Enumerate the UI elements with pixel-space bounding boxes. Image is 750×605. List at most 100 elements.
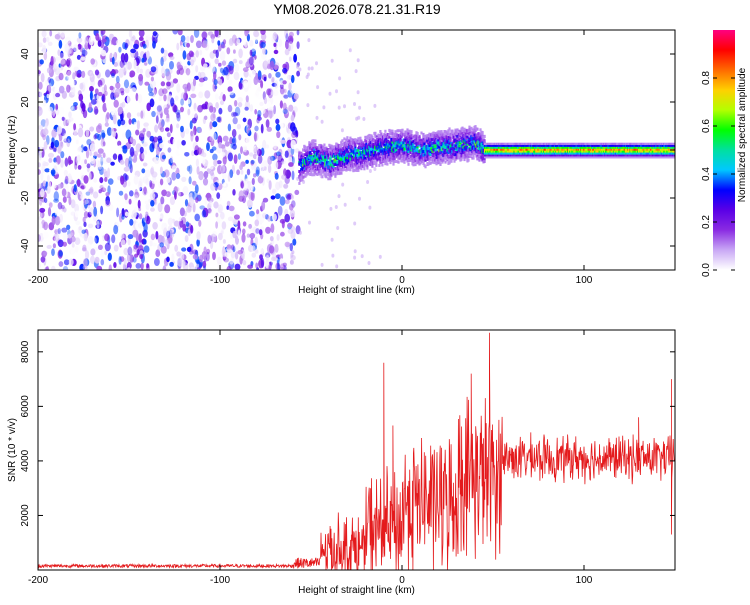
heatmap-cell — [185, 221, 190, 227]
heatmap-cell — [244, 190, 249, 196]
heatmap-cell — [232, 189, 236, 196]
heatmap-cell — [392, 162, 395, 166]
heatmap-cell — [146, 50, 150, 60]
heatmap-cell — [280, 160, 287, 165]
heatmap-cell — [110, 161, 115, 166]
heatmap-cell — [198, 91, 204, 99]
heatmap-cell — [126, 94, 132, 105]
heatmap-cell — [356, 90, 360, 95]
heatmap-cell — [373, 153, 376, 157]
heatmap-cell — [306, 103, 310, 108]
heatmap-cell — [47, 83, 53, 92]
heatmap-cell — [221, 164, 227, 174]
heatmap-cell — [165, 127, 170, 132]
heatmap-cell — [207, 208, 212, 214]
heatmap-cell — [273, 49, 279, 55]
heatmap-cell — [38, 142, 41, 148]
heatmap-cell — [174, 191, 177, 200]
heatmap-cell — [268, 180, 272, 190]
heatmap-cell — [39, 210, 45, 219]
heatmap-cell — [314, 153, 317, 157]
heatmap-cell — [209, 136, 214, 142]
heatmap-cell — [72, 44, 79, 52]
heatmap-cell — [39, 59, 44, 65]
heatmap-cell — [122, 42, 127, 50]
heatmap-cell — [338, 76, 342, 81]
heatmap-cell — [111, 56, 115, 65]
heatmap-cell — [42, 128, 49, 136]
heatmap-cell — [269, 245, 275, 254]
heatmap-cell — [230, 244, 235, 251]
heatmap-cell — [307, 38, 311, 43]
heatmap-cell — [300, 163, 303, 167]
heatmap-cell — [113, 224, 119, 235]
heatmap-cell — [100, 259, 105, 266]
heatmap-cell — [157, 34, 162, 43]
heatmap-cell — [38, 42, 43, 48]
heatmap-cell — [290, 139, 297, 150]
heatmap-cell — [253, 173, 257, 178]
heatmap-cell — [97, 91, 103, 97]
heatmap-cell — [83, 175, 89, 184]
heatmap-cell — [356, 154, 359, 157]
heatmap-cell — [89, 71, 93, 78]
heatmap-cell — [63, 65, 67, 75]
heatmap-cell — [154, 258, 160, 266]
heatmap-cell — [282, 262, 287, 267]
heatmap-cell — [293, 93, 299, 100]
heatmap-cell — [113, 69, 119, 74]
heatmap-cell — [202, 178, 209, 186]
heatmap-cell — [275, 193, 281, 200]
heatmap-cell — [54, 33, 61, 40]
heatmap-cell — [250, 69, 256, 79]
heatmap-cell — [73, 123, 76, 131]
heatmap-cell — [291, 250, 295, 255]
heatmap-cell — [369, 147, 372, 151]
heatmap-cell — [262, 139, 267, 150]
heatmap-cell — [174, 95, 179, 101]
heatmap-cell — [242, 228, 246, 235]
heatmap-cell — [277, 154, 283, 163]
heatmap-cell — [56, 32, 61, 42]
heatmap-cell — [198, 77, 205, 83]
heatmap-cell — [253, 76, 259, 85]
heatmap-cell — [55, 109, 60, 116]
heatmap-cell — [229, 169, 234, 179]
heatmap-cell — [110, 39, 114, 45]
heatmap-cell — [343, 202, 347, 207]
heatmap-cell — [397, 160, 400, 164]
heatmap-cell — [141, 168, 146, 174]
heatmap-cell — [39, 212, 43, 219]
heatmap-cell — [152, 31, 158, 37]
heatmap-cell — [102, 141, 106, 147]
heatmap-cell — [173, 125, 177, 135]
heatmap-cell — [244, 106, 249, 111]
heatmap-cell — [217, 206, 222, 214]
heatmap-cell — [46, 84, 52, 94]
heatmap-cell — [210, 183, 216, 191]
heatmap-cell — [105, 100, 110, 110]
heatmap-cell — [81, 70, 86, 78]
heatmap-cell — [146, 263, 150, 269]
heatmap-cell — [77, 127, 84, 138]
heatmap-cell — [188, 262, 195, 270]
heatmap-cell — [213, 182, 219, 188]
heatmap-cell — [460, 157, 463, 161]
heatmap-cell — [343, 153, 346, 157]
heatmap-cell — [113, 61, 119, 67]
heatmap-cell — [129, 70, 136, 78]
heatmap-cell — [257, 110, 262, 118]
heatmap-cell — [171, 171, 177, 181]
heatmap-cell — [353, 102, 356, 106]
heatmap-cell — [137, 103, 142, 110]
heatmap-cell — [168, 94, 172, 100]
heatmap-cell — [70, 199, 76, 209]
heatmap-cell — [362, 158, 365, 162]
heatmap-cell — [74, 203, 79, 213]
heatmap-cell — [43, 141, 48, 150]
heatmap-cell — [160, 56, 164, 67]
heatmap-cell — [249, 152, 254, 157]
heatmap-cell — [237, 97, 243, 103]
heatmap-cell — [96, 265, 103, 270]
heatmap-cell — [259, 101, 264, 107]
